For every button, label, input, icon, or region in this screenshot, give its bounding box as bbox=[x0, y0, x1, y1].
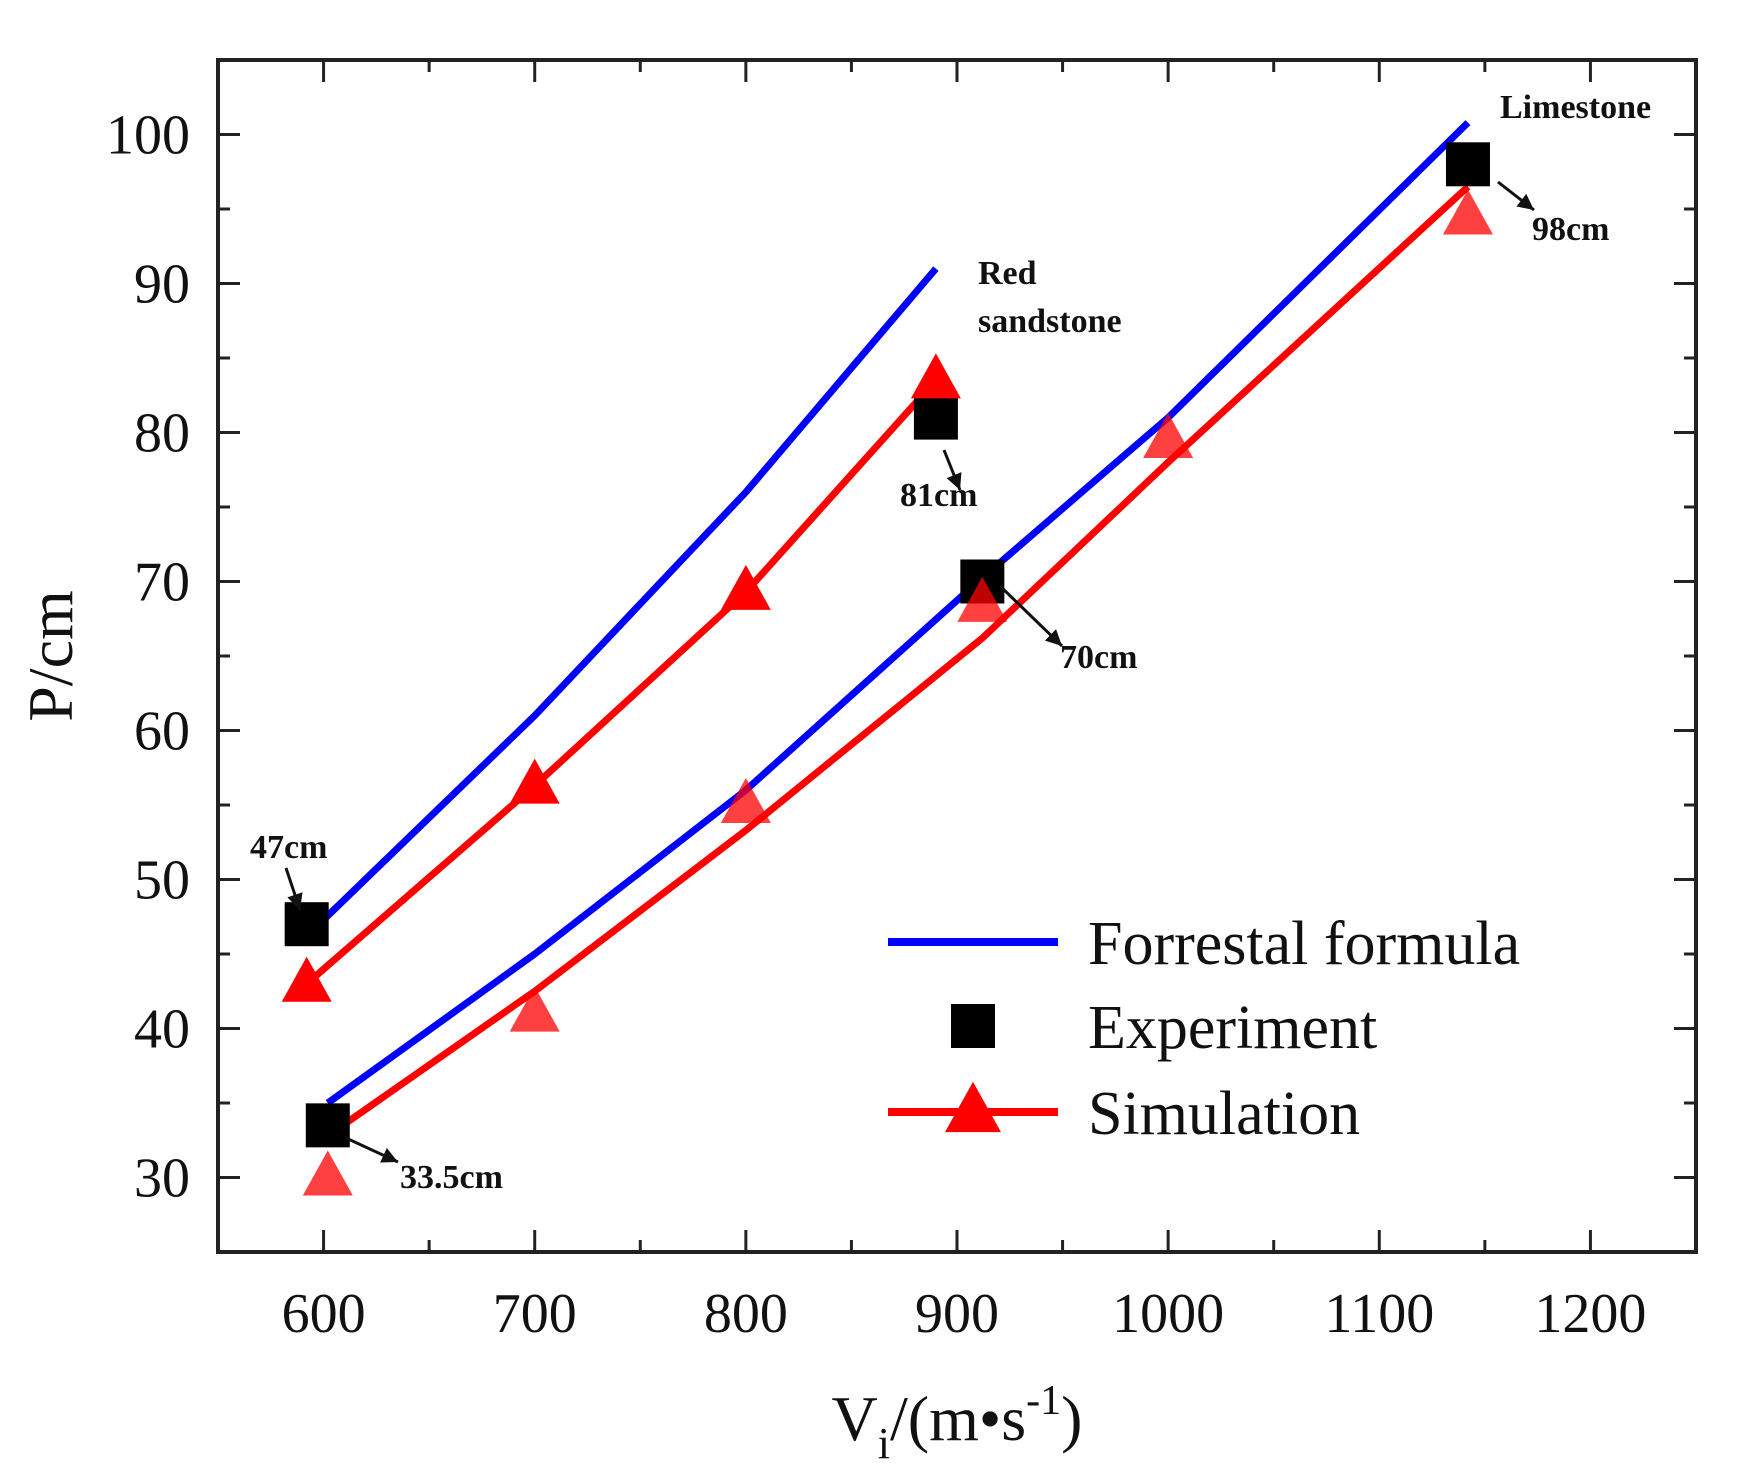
limestone-experiment-point bbox=[305, 1103, 350, 1148]
value-annotation: 33.5cm bbox=[400, 1159, 503, 1196]
x-tick-label: 600 bbox=[282, 1283, 366, 1345]
red-sandstone-simulation-line bbox=[304, 378, 939, 987]
limestone-simulation-line bbox=[325, 184, 1471, 1139]
value-annotation: 47cm bbox=[250, 829, 327, 866]
legend-simulation-swatch-marker bbox=[945, 1081, 1001, 1133]
legend-experiment-swatch bbox=[951, 1004, 995, 1048]
y-tick-label: 90 bbox=[134, 254, 190, 316]
limestone-simulation-point bbox=[302, 1150, 353, 1196]
limestone-forrestal-line bbox=[325, 120, 1471, 1106]
red-sandstone-simulation-point bbox=[720, 564, 771, 610]
legend-label: Experiment bbox=[1088, 994, 1377, 1062]
series-layer bbox=[281, 120, 1493, 1196]
y-tick-label: 30 bbox=[134, 1148, 190, 1210]
y-tick-label: 100 bbox=[106, 105, 190, 167]
annotation-arrow-head bbox=[946, 472, 962, 490]
y-tick-label: 60 bbox=[134, 701, 190, 763]
x-axis-title: Vi/(m•s-1) bbox=[832, 1378, 1083, 1468]
red-sandstone-simulation-point bbox=[910, 353, 961, 399]
limestone-experiment-point bbox=[1445, 142, 1490, 187]
y-tick-label: 80 bbox=[134, 403, 190, 465]
annotation-arrow-head bbox=[380, 1148, 398, 1163]
x-tick-label: 700 bbox=[493, 1283, 577, 1345]
value-annotation: 98cm bbox=[1532, 211, 1609, 248]
legend-label: Simulation bbox=[1088, 1080, 1360, 1148]
limestone-label: Limestone bbox=[1500, 89, 1651, 126]
red-sandstone-label: sandstone bbox=[978, 303, 1122, 340]
value-annotation: 70cm bbox=[1060, 639, 1137, 676]
red-sandstone-simulation-point bbox=[281, 956, 332, 1002]
x-tick-label: 1000 bbox=[1112, 1283, 1224, 1345]
y-axis-title: P/cm bbox=[15, 590, 86, 722]
limestone-simulation-point bbox=[957, 576, 1008, 622]
axes: 600 700 800 900 1000 1100 1200 30 40 50 60 70 80 90 10… bbox=[15, 58, 1698, 1468]
value-annotation: 81cm bbox=[900, 477, 977, 514]
red-sandstone-label: Red bbox=[978, 255, 1037, 292]
limestone-simulation-point bbox=[509, 986, 560, 1032]
red-sandstone-simulation-point bbox=[509, 758, 560, 804]
limestone-simulation-point bbox=[720, 778, 771, 823]
x-tick-label: 900 bbox=[915, 1283, 999, 1345]
red-sandstone-experiment-point bbox=[913, 395, 958, 440]
red-sandstone-forrestal-line bbox=[304, 266, 939, 939]
red-sandstone-experiment-point bbox=[284, 902, 329, 947]
y-tick-label: 40 bbox=[134, 999, 190, 1061]
x-tick-label: 800 bbox=[704, 1283, 788, 1345]
limestone-simulation-point bbox=[1143, 412, 1194, 458]
annotation-arrow-head bbox=[1516, 193, 1534, 210]
y-tick-label: 70 bbox=[134, 552, 190, 614]
x-tick-label: 1200 bbox=[1534, 1283, 1646, 1345]
annotation-arrow-head bbox=[1044, 629, 1062, 646]
y-tick-label: 50 bbox=[134, 850, 190, 912]
annotation-arrow-head bbox=[287, 892, 303, 910]
legend: Forrestal formula Experiment Simulation bbox=[888, 910, 1520, 1148]
annotations-layer: Red sandstone Limestone 47cm 81cm 70cm 98cm 33.… bbox=[250, 89, 1651, 1196]
legend-label: Forrestal formula bbox=[1088, 910, 1520, 978]
limestone-simulation-point bbox=[1442, 189, 1493, 235]
x-tick-label: 1100 bbox=[1324, 1283, 1434, 1345]
